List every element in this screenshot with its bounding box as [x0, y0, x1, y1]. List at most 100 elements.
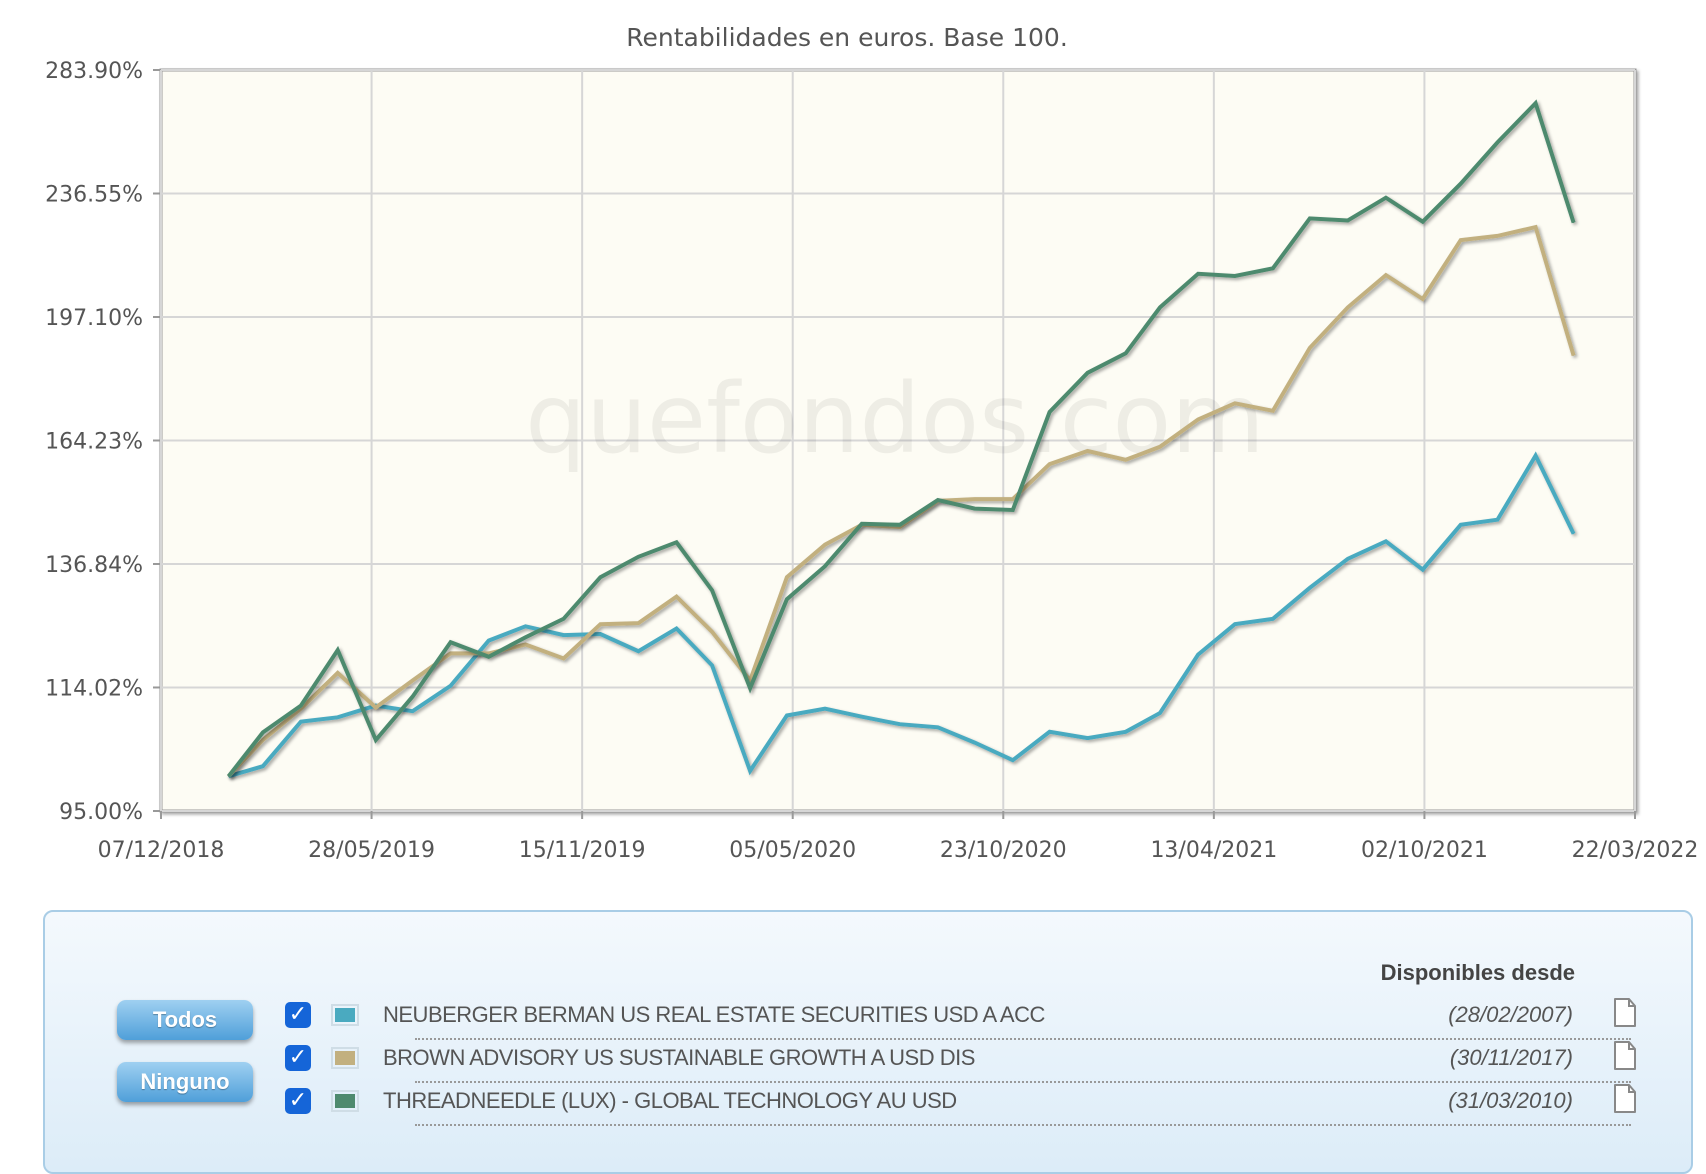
data-point — [1049, 411, 1051, 413]
data-point — [1573, 533, 1575, 535]
data-point — [525, 643, 527, 645]
data-point — [1159, 306, 1161, 308]
data-point — [1159, 712, 1161, 714]
data-point — [262, 739, 264, 741]
data-point — [1309, 347, 1311, 349]
fund-checkbox[interactable]: ✓ — [285, 1045, 311, 1071]
data-point — [1197, 273, 1199, 275]
x-tick-label: 13/04/2021 — [1150, 838, 1277, 863]
select-none-button[interactable]: Ninguno — [117, 1062, 253, 1102]
fund-name[interactable]: THREADNEEDLE (LUX) - GLOBAL TECHNOLOGY A… — [383, 1088, 957, 1113]
y-tick-label: 236.55% — [45, 183, 143, 208]
x-tick-label: 23/10/2020 — [940, 838, 1067, 863]
series-color-swatch — [331, 1047, 359, 1069]
data-point — [412, 696, 414, 698]
y-tick-label: 164.23% — [45, 429, 143, 454]
data-point — [1460, 524, 1462, 526]
data-point — [1385, 197, 1387, 199]
data-point — [861, 523, 863, 525]
available-since-header: Disponibles desde — [1380, 960, 1575, 985]
data-point — [375, 706, 377, 708]
watermark: quefondos.com — [525, 363, 1264, 475]
fund-name[interactable]: BROWN ADVISORY US SUSTAINABLE GROWTH A U… — [383, 1045, 975, 1070]
fund-checkbox[interactable]: ✓ — [285, 1002, 311, 1028]
data-point — [1012, 509, 1014, 511]
data-point — [937, 499, 939, 501]
data-point — [450, 641, 452, 643]
data-point — [899, 526, 901, 528]
fund-name[interactable]: NEUBERGER BERMAN US REAL ESTATE SECURITI… — [383, 1002, 1045, 1027]
data-point — [1497, 141, 1499, 143]
data-point — [1535, 226, 1537, 228]
data-point — [300, 705, 302, 707]
data-point — [974, 498, 976, 500]
fund-row: ✓ NEUBERGER BERMAN US REAL ESTATE SECURIT… — [281, 996, 1636, 1040]
data-point — [1385, 540, 1387, 542]
data-point — [1535, 102, 1537, 104]
data-point — [337, 649, 339, 651]
data-point — [375, 739, 377, 741]
chart-title: Rentabilidades en euros. Base 100. — [626, 23, 1068, 52]
data-point — [1049, 731, 1051, 733]
fund-row: ✓ BROWN ADVISORY US SUSTAINABLE GROWTH A … — [281, 1039, 1636, 1083]
data-point — [412, 680, 414, 682]
data-point — [637, 622, 639, 624]
data-point — [488, 640, 490, 642]
data-point — [262, 765, 264, 767]
data-point — [1125, 352, 1127, 354]
data-point — [786, 576, 788, 578]
data-point — [1087, 737, 1089, 739]
data-point — [1197, 419, 1199, 421]
data-point — [1087, 450, 1089, 452]
data-point — [599, 623, 601, 625]
data-point — [1347, 558, 1349, 560]
document-icon[interactable] — [1613, 1084, 1637, 1114]
data-point — [1012, 759, 1014, 761]
data-point — [937, 726, 939, 728]
data-point — [711, 664, 713, 666]
y-tick-label: 136.84% — [45, 553, 143, 578]
data-point — [637, 650, 639, 652]
row-divider — [415, 1081, 1631, 1083]
y-tick-label: 95.00% — [59, 800, 143, 825]
x-tick-label: 22/03/2022 — [1572, 838, 1699, 863]
data-point — [824, 544, 826, 546]
fund-row: ✓ THREADNEEDLE (LUX) - GLOBAL TECHNOLOGY … — [281, 1082, 1636, 1126]
data-point — [1535, 455, 1537, 457]
data-point — [974, 742, 976, 744]
data-point — [1159, 446, 1161, 448]
data-point — [525, 625, 527, 627]
data-point — [711, 589, 713, 591]
available-since-date: (31/03/2010) — [1448, 1088, 1573, 1113]
data-point — [1385, 274, 1387, 276]
data-point — [1234, 275, 1236, 277]
data-point — [1272, 618, 1274, 620]
data-point — [563, 634, 565, 636]
data-point — [824, 565, 826, 567]
document-icon[interactable] — [1613, 1041, 1637, 1071]
x-tick-label: 07/12/2018 — [98, 838, 225, 863]
data-point — [786, 598, 788, 600]
data-point — [1125, 731, 1127, 733]
data-point — [1012, 498, 1014, 500]
data-point — [1497, 235, 1499, 237]
x-tick-label: 05/05/2020 — [729, 838, 856, 863]
document-icon[interactable] — [1613, 998, 1637, 1028]
y-tick-label: 197.10% — [45, 306, 143, 331]
data-point — [824, 708, 826, 710]
series-color-swatch — [331, 1004, 359, 1026]
data-point — [1309, 217, 1311, 219]
data-point — [563, 658, 565, 660]
x-tick-label: 15/11/2019 — [519, 838, 646, 863]
data-point — [300, 708, 302, 710]
fund-checkbox[interactable]: ✓ — [285, 1088, 311, 1114]
data-point — [1347, 220, 1349, 222]
data-point — [1422, 298, 1424, 300]
data-point — [675, 541, 677, 543]
data-point — [749, 687, 751, 689]
data-point — [599, 576, 601, 578]
data-point — [637, 556, 639, 558]
select-all-button[interactable]: Todos — [117, 1000, 253, 1040]
y-tick-label: 283.90% — [45, 59, 143, 84]
data-point — [675, 596, 677, 598]
